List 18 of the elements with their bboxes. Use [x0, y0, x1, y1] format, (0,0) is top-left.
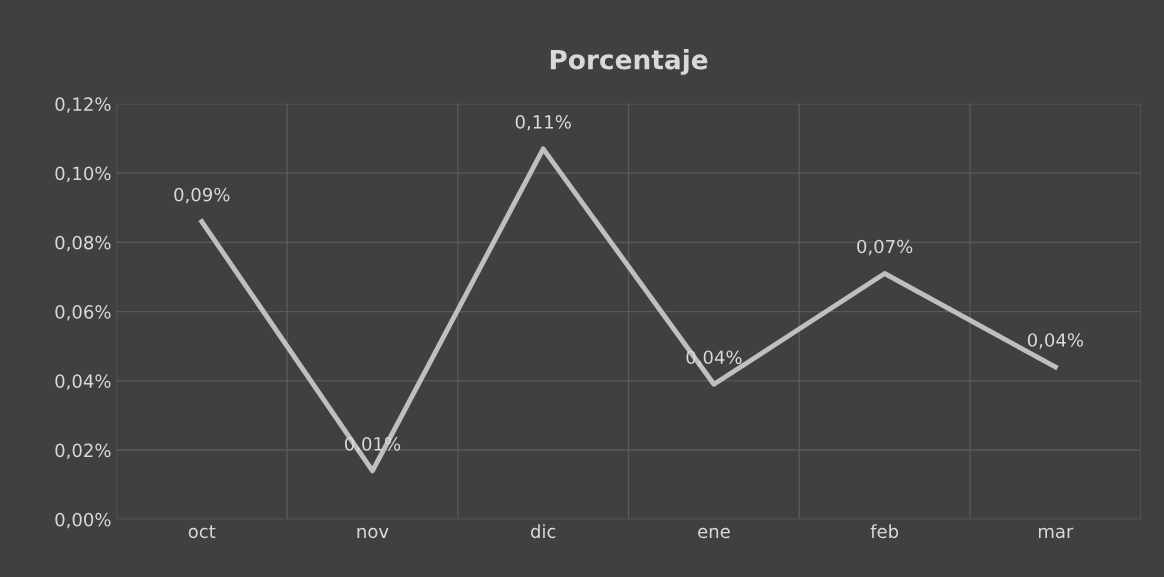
y-tick-label: 0,00%	[55, 512, 111, 529]
data-label: 0,11%	[515, 115, 571, 131]
x-tick-label: mar	[1038, 527, 1074, 539]
x-tick-label: feb	[870, 524, 899, 539]
x-tick-label: nov	[357, 527, 389, 539]
data-label: 0,07%	[857, 239, 913, 256]
data-label: 0,04%	[1027, 333, 1084, 349]
y-tick-label: 0,02%	[55, 443, 111, 460]
y-tick-label: 0,12%	[55, 97, 111, 113]
y-tick-label: 0,10%	[55, 166, 111, 183]
y-tick-label: 0,04%	[55, 374, 111, 390]
data-label: 0,09%	[174, 187, 230, 204]
y-tick-label: 0,08%	[55, 235, 111, 252]
x-tick-label: ene	[698, 527, 730, 539]
y-tick-label: 0,06%	[55, 305, 111, 321]
chart-title: Porcentaje	[550, 49, 708, 75]
x-tick-label: oct	[188, 525, 216, 539]
x-tick-label: dic	[530, 524, 556, 539]
